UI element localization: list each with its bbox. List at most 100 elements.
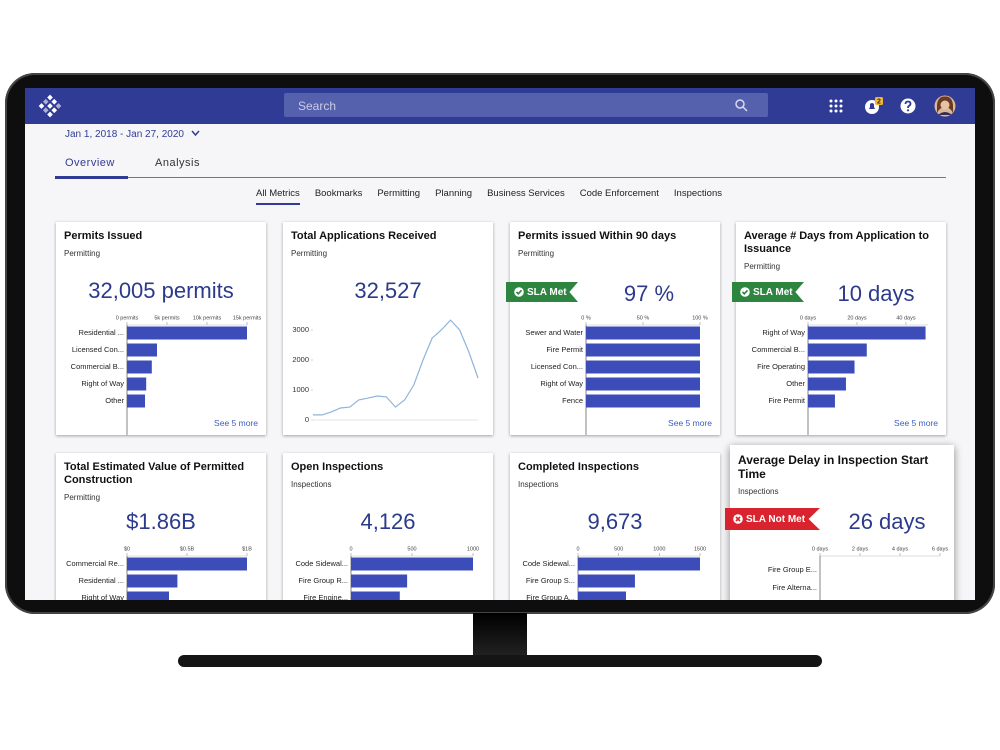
metric-card[interactable]: Average Delay in Inspection Start Time In…: [725, 445, 954, 600]
category-label: Other: [786, 379, 805, 388]
category-label: Code Sidewal...: [295, 559, 348, 568]
category-label: Fire Group R...: [298, 576, 348, 585]
bar: [351, 591, 400, 600]
card-category: Permitting: [64, 493, 101, 502]
category-label: Code Sidewal...: [522, 559, 575, 568]
x-tick-label: 50 %: [637, 315, 650, 321]
metric-card[interactable]: Permits issued Within 90 days Permitting 9…: [506, 222, 720, 435]
monitor-base: [178, 655, 822, 667]
card-title: Average # Days from Application to Issua…: [744, 230, 930, 255]
avatar[interactable]: [934, 95, 956, 117]
chart: 0 permits 5k permits 10k permits 15k permit…: [71, 315, 262, 435]
subtab[interactable]: Code Enforcement: [579, 188, 659, 199]
bar: [127, 360, 152, 374]
x-tick-label: 6 days: [932, 546, 948, 552]
bar: [351, 557, 473, 571]
subtab[interactable]: Business Services: [487, 188, 565, 199]
sla-label: SLA Not Met: [746, 513, 806, 525]
category-label: Commercial Re...: [66, 559, 124, 568]
monitor-neck: [473, 613, 527, 656]
search-icon: [735, 99, 748, 112]
see-more-link[interactable]: See 5 more: [214, 418, 258, 428]
apps-icon[interactable]: [829, 99, 843, 113]
search-box[interactable]: Search: [284, 93, 768, 117]
metric-card[interactable]: Total Estimated Value of Permitted Const…: [56, 453, 266, 600]
headline-value: 97 %: [623, 281, 675, 306]
bar: [586, 360, 700, 374]
category-label: Fire Operating: [757, 362, 805, 371]
tab[interactable]: Overview: [65, 157, 115, 169]
subtab[interactable]: Planning: [435, 188, 473, 199]
top-bar: Search 2: [25, 88, 975, 124]
card-category: Permitting: [64, 249, 101, 258]
x-tick-label: 15k permits: [233, 315, 262, 321]
metric-card[interactable]: Average # Days from Application to Issua…: [732, 222, 946, 435]
category-label: Commercial B...: [71, 362, 124, 371]
subtab[interactable]: All Metrics: [256, 188, 300, 205]
bar: [586, 343, 700, 357]
headline-value: 4,126: [360, 509, 416, 534]
sla-icon: [740, 287, 750, 297]
card-title-block: Average Delay in Inspection Start Time In…: [738, 453, 946, 499]
category-label: Fire Group A...: [526, 593, 575, 600]
chart: 0 500 1000 Code Sidewal... Fire Group R... Fi…: [295, 546, 479, 600]
bar: [808, 343, 867, 357]
metric-card[interactable]: Permits Issued Permitting 32,005 permits 0 …: [56, 222, 266, 435]
chart: 0 % 50 % 100 % Sewer and Water Fire Permit Li…: [525, 315, 708, 435]
chart: 0 1000 2000 3000: [292, 319, 479, 424]
card-title: Completed Inspections: [518, 461, 640, 473]
card-title: Average Delay in Inspection Start Time: [738, 453, 929, 481]
notifications-icon[interactable]: 2: [863, 96, 885, 116]
x-tick-label: $1B: [242, 546, 252, 552]
x-tick-label: 0: [576, 546, 579, 552]
sla-badge: SLA Met: [732, 282, 804, 302]
metric-card[interactable]: Open Inspections Inspections 4,126 0 500 1000…: [283, 453, 493, 600]
see-more-link[interactable]: See 5 more: [668, 418, 712, 428]
headline-value: 32,005 permits: [88, 278, 234, 303]
subtab[interactable]: Inspections: [673, 188, 722, 199]
headline-value: 26 days: [848, 509, 926, 534]
card-title-block: Permits Issued Permitting: [64, 230, 258, 260]
card-title: Total Estimated Value of Permitted Const…: [64, 461, 245, 486]
bar: [351, 574, 408, 588]
tab[interactable]: Analysis: [155, 157, 200, 169]
line: [313, 319, 479, 416]
card-category: Permitting: [518, 249, 555, 258]
category-label: Licensed Con...: [72, 345, 124, 354]
bar: [127, 377, 147, 391]
card-title-block: Open Inspections Inspections: [291, 461, 485, 491]
subtab[interactable]: Permitting: [377, 188, 421, 199]
category-label: Right of Way: [540, 379, 583, 388]
see-more-link[interactable]: See 5 more: [894, 418, 938, 428]
y-tick-label: 2000: [292, 355, 309, 364]
category-label: Right of Way: [81, 593, 124, 600]
bar: [127, 343, 157, 357]
x-tick-label: 500: [614, 546, 623, 552]
category-label: Fire Alterna...: [772, 583, 817, 592]
card-title: Permits issued Within 90 days: [518, 230, 677, 242]
x-tick-label: 0 %: [581, 315, 591, 321]
x-tick-label: $0: [124, 546, 130, 552]
card-category: Permitting: [744, 262, 781, 271]
notification-count: 2: [877, 98, 881, 105]
subtab[interactable]: Bookmarks: [314, 188, 363, 199]
x-tick-label: 10k permits: [193, 315, 222, 321]
help-icon[interactable]: [900, 98, 916, 114]
metric-card[interactable]: Total Applications Received Permitting 32,…: [283, 222, 493, 435]
card-title: Total Applications Received: [291, 230, 437, 242]
category-label: Fire Group S...: [526, 576, 575, 585]
category-label: Fence: [562, 396, 583, 405]
date-range[interactable]: Jan 1, 2018 - Jan 27, 2020: [65, 129, 200, 140]
logo[interactable]: [37, 93, 63, 119]
x-tick-label: 1500: [694, 546, 706, 552]
tab-underline: [55, 176, 128, 179]
bar: [808, 326, 926, 340]
y-tick-label: 3000: [292, 325, 309, 334]
x-tick-label: 40 days: [896, 315, 916, 321]
bar: [808, 360, 855, 374]
bar: [578, 591, 626, 600]
metric-card[interactable]: Completed Inspections Inspections 9,673 0 50…: [510, 453, 720, 600]
y-tick-label: 0: [305, 415, 309, 424]
chart: 0 500 1000 1500 Code Sidewal... Fire Group S.…: [522, 546, 706, 600]
